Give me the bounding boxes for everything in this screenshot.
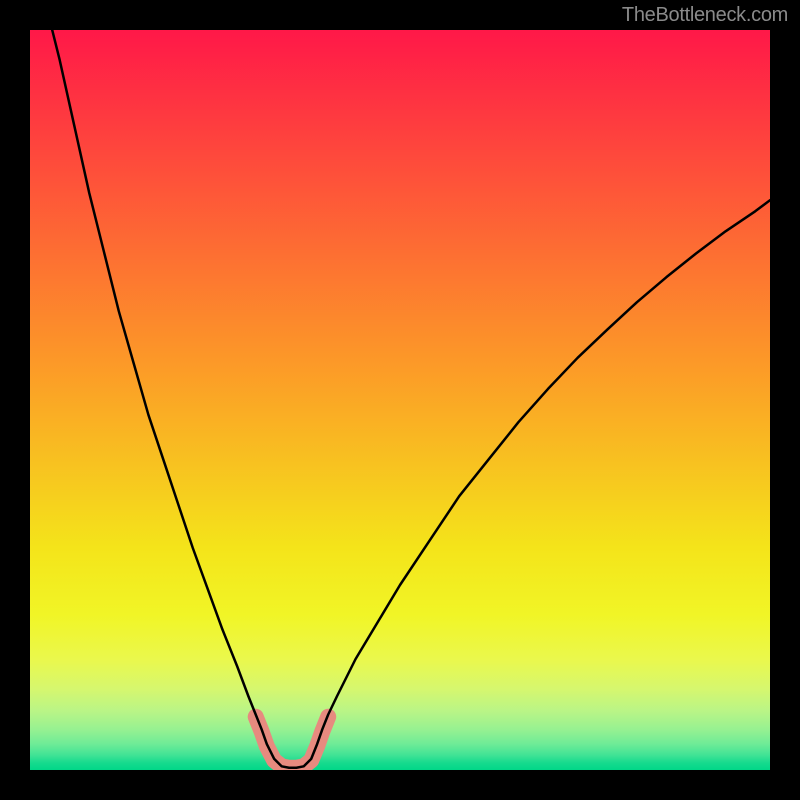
watermark-text: TheBottleneck.com (622, 4, 788, 27)
curve-line (52, 30, 770, 768)
plot-background (30, 30, 770, 770)
chart-svg (30, 30, 770, 770)
curve-highlight-segment (256, 717, 329, 768)
